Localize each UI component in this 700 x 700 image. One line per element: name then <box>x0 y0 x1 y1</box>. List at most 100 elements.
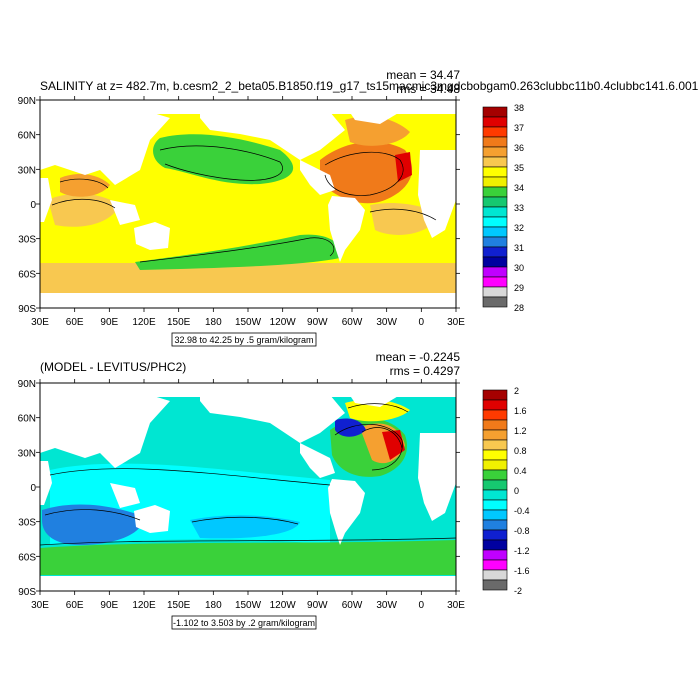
colorbar-swatch <box>482 106 508 118</box>
y-tick-label: 60N <box>18 131 36 142</box>
colorbar-swatch <box>482 549 508 561</box>
colorbar-swatch <box>482 399 508 411</box>
colorbar-swatch <box>482 136 508 148</box>
x-tick-label: 120W <box>270 600 297 611</box>
x-tick-label: 90E <box>100 600 118 611</box>
colorbar-swatch <box>482 116 508 128</box>
panel2-rms: rms = 0.4297 <box>390 364 461 378</box>
colorbar-swatch <box>482 296 508 308</box>
x-tick-label: 120W <box>270 317 297 328</box>
panel1-contour-info: 32.98 to 42.25 by .5 gram/kilogram <box>174 335 313 345</box>
colorbar-label: 34 <box>514 183 524 193</box>
panel1-colorbar: 38 37 36 35 34 33 32 31 30 29 28 <box>482 103 524 313</box>
panel2-colorbar: 2 1.6 1.2 0.8 0.4 0 -0.4 -0.8 -1.2 -1.6 -2 <box>482 386 530 596</box>
x-tick-label: 90W <box>307 317 328 328</box>
colorbar-label: 1.2 <box>514 426 527 436</box>
colorbar-label: 35 <box>514 163 524 173</box>
colorbar-swatch <box>482 166 508 178</box>
x-tick-label: 60E <box>66 317 84 328</box>
y-tick-label: 30S <box>18 518 36 529</box>
colorbar-swatch <box>482 409 508 421</box>
panel2-contour-info-box <box>171 615 317 630</box>
x-tick-label: 150E <box>167 317 191 328</box>
colorbar-swatch <box>482 499 508 511</box>
colorbar-swatch <box>482 389 508 401</box>
panel-difference: (MODEL - LEVITUS/PHC2) mean = -0.2245 rm… <box>36 350 530 630</box>
colorbar-swatch <box>482 459 508 471</box>
colorbar-label: 33 <box>514 203 524 213</box>
y-tick-label: 90N <box>18 379 36 390</box>
colorbar-swatch <box>482 559 508 571</box>
colorbar-swatch <box>482 569 508 581</box>
x-tick-label: 0 <box>419 317 425 328</box>
panel1-contour-info-box <box>171 332 317 347</box>
colorbar-swatch <box>482 256 508 268</box>
colorbar-swatch <box>482 469 508 481</box>
colorbar-swatch <box>482 126 508 138</box>
y-tick-label: 30S <box>18 235 36 246</box>
panel2-north-atlantic-negative <box>335 418 366 437</box>
x-tick-label: 30E <box>447 317 465 328</box>
y-tick-label: 0 <box>30 200 36 211</box>
colorbar-swatch <box>482 286 508 298</box>
colorbar-swatch <box>482 529 508 541</box>
y-tick-label: 30N <box>18 448 36 459</box>
panel1-mean: mean = 34.47 <box>386 68 460 82</box>
x-tick-label: 180 <box>205 600 222 611</box>
colorbar-swatch <box>482 186 508 198</box>
colorbar-swatch <box>482 196 508 208</box>
colorbar-swatch <box>482 489 508 501</box>
colorbar-swatch <box>482 266 508 278</box>
panel2-indian-negative <box>42 504 142 545</box>
colorbar-label: 31 <box>514 243 524 253</box>
y-tick-label: 0 <box>30 483 36 494</box>
y-tick-label: 30N <box>18 165 36 176</box>
colorbar-swatch <box>482 479 508 491</box>
y-tick-label: 60S <box>18 552 36 563</box>
panel1-north-atlantic <box>345 116 410 146</box>
x-tick-label: 90W <box>307 600 328 611</box>
colorbar-label: -0.4 <box>514 506 530 516</box>
x-tick-label: 120E <box>132 600 156 611</box>
colorbar-label: 38 <box>514 103 524 113</box>
x-tick-label: 150E <box>167 600 191 611</box>
panel2-map <box>40 383 456 591</box>
y-tick-label: 90S <box>18 304 36 315</box>
panel2-title: (MODEL - LEVITUS/PHC2) <box>40 360 186 374</box>
axis-labels: 30E 60E 90E 120E 150E 180 150W 120W 90W 60W 30W 0 30… <box>18 96 466 611</box>
y-tick-label: 60N <box>18 414 36 425</box>
panel1-contours <box>51 145 437 263</box>
x-tick-label: 150W <box>235 600 262 611</box>
panel2-land <box>40 383 456 591</box>
colorbar-label: 1.6 <box>514 406 527 416</box>
colorbar-swatch <box>482 449 508 461</box>
colorbar-label: 37 <box>514 123 524 133</box>
panel2-south-pacific-blue <box>190 515 300 539</box>
x-tick-label: 30W <box>376 317 397 328</box>
panel2-contours <box>40 403 456 546</box>
panel1-ticks <box>36 96 460 312</box>
x-tick-label: 0 <box>419 600 425 611</box>
panel2-mean: mean = -0.2245 <box>376 350 461 364</box>
panel1-land <box>40 100 456 308</box>
colorbar-label: 0.4 <box>514 466 527 476</box>
x-tick-label: 30E <box>31 600 49 611</box>
colorbar-swatch <box>482 419 508 431</box>
colorbar-swatch <box>482 539 508 551</box>
colorbar-swatch <box>482 206 508 218</box>
colorbar-swatch <box>482 236 508 248</box>
colorbar-swatch <box>482 176 508 188</box>
panel-salinity: SALINITY at z= 482.7m, b.cesm2_2_beta05.… <box>36 68 700 347</box>
x-tick-label: 120E <box>132 317 156 328</box>
panel1-map <box>40 100 456 308</box>
y-tick-label: 90S <box>18 587 36 598</box>
panel2-atlantic-peak <box>382 430 405 460</box>
colorbar-label: 2 <box>514 386 519 396</box>
colorbar-label: 32 <box>514 223 524 233</box>
colorbar-label: -0.8 <box>514 526 530 536</box>
panel1-title: SALINITY at z= 482.7m, b.cesm2_2_beta05.… <box>40 79 700 93</box>
colorbar-label: 30 <box>514 263 524 273</box>
panel2-ticks <box>36 379 460 595</box>
colorbar-label: 36 <box>514 143 524 153</box>
